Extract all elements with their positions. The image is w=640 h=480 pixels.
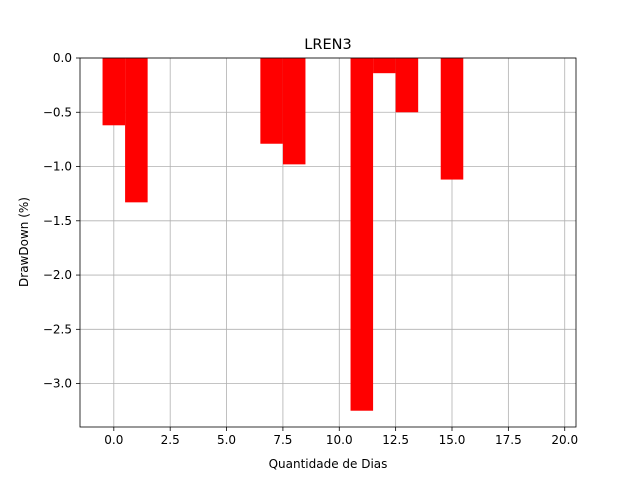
bar xyxy=(373,58,396,74)
y-tick-label: 0.0 xyxy=(53,51,72,65)
bars xyxy=(102,58,464,411)
x-tick-label: 17.5 xyxy=(495,433,522,447)
y-tick-label: −2.5 xyxy=(43,322,72,336)
bar xyxy=(102,58,126,126)
y-tick-label: −0.5 xyxy=(43,105,72,119)
chart-title: LREN3 xyxy=(304,37,351,53)
x-tick-label: 7.5 xyxy=(273,433,292,447)
axes-frame xyxy=(79,57,577,428)
x-axis-ticks: 0.0 2.5 5.0 7.5 10.0 12.5 15.0 17.5 20.0 xyxy=(104,427,578,447)
x-tick-label: 12.5 xyxy=(382,433,409,447)
x-tick-label: 0.0 xyxy=(104,433,123,447)
bar xyxy=(350,58,374,411)
grid xyxy=(80,57,576,427)
bar xyxy=(125,58,148,203)
bar xyxy=(440,58,464,180)
x-tick-label: 20.0 xyxy=(551,433,578,447)
y-axis-label: DrawDown (%) xyxy=(17,197,31,287)
y-axis-ticks: 0.0 −0.5 −1.0 −1.5 −2.0 −2.5 −3.0 xyxy=(43,51,80,391)
bar xyxy=(260,58,283,144)
y-tick-label: −1.0 xyxy=(43,160,72,174)
y-tick-label: −2.0 xyxy=(43,268,72,282)
x-tick-label: 10.0 xyxy=(326,433,353,447)
y-tick-label: −3.0 xyxy=(43,377,72,391)
bar xyxy=(395,58,419,113)
x-tick-label: 15.0 xyxy=(439,433,466,447)
x-axis-label: Quantidade de Dias xyxy=(269,457,388,471)
bar xyxy=(282,58,306,165)
x-tick-label: 2.5 xyxy=(161,433,180,447)
x-tick-label: 5.0 xyxy=(217,433,236,447)
y-tick-label: −1.5 xyxy=(43,214,72,228)
